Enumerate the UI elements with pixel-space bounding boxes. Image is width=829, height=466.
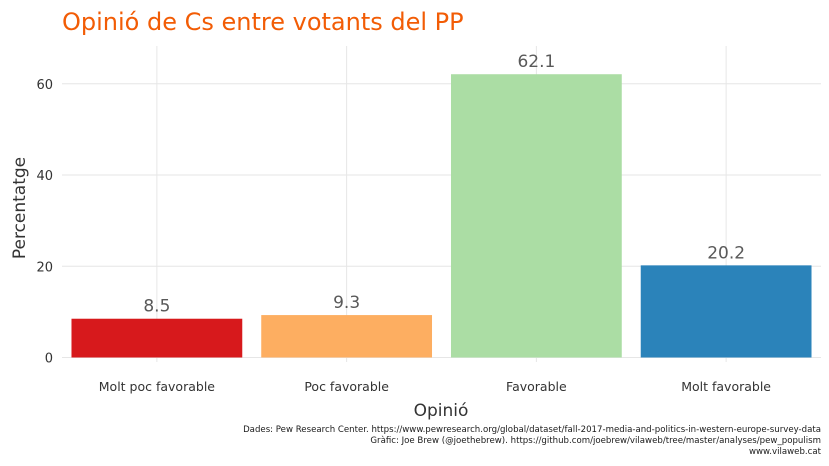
data-label: 20.2 xyxy=(707,243,745,263)
data-labels: 8.5 9.3 62.1 20.2 xyxy=(143,52,745,317)
y-tick-label: 40 xyxy=(36,169,53,184)
bar xyxy=(261,315,433,358)
x-tick-label: Molt poc favorable xyxy=(99,379,216,394)
data-label: 8.5 xyxy=(143,297,170,317)
bar xyxy=(71,318,243,358)
bar xyxy=(450,74,622,358)
data-label: 62.1 xyxy=(517,52,555,72)
bar xyxy=(640,265,812,358)
x-tick-label: Molt favorable xyxy=(681,379,771,394)
caption-source: Dades: Pew Research Center. https://www.… xyxy=(243,425,821,435)
y-axis-title: Percentatge xyxy=(10,157,30,259)
y-axis-ticks: 0 20 40 60 xyxy=(36,78,53,367)
x-tick-label: Favorable xyxy=(506,379,567,394)
caption-author: Gràfic: Joe Brew (@joethebrew). https://… xyxy=(370,436,821,446)
y-tick-label: 0 xyxy=(45,352,53,367)
x-tick-label: Poc favorable xyxy=(304,379,389,394)
data-label: 9.3 xyxy=(333,293,360,313)
caption-site: www.vilaweb.cat xyxy=(749,447,822,457)
y-tick-label: 20 xyxy=(36,260,53,275)
x-axis-title: Opinió xyxy=(414,401,469,421)
x-axis-ticks: Molt poc favorable Poc favorable Favorable… xyxy=(99,379,772,394)
chart-title: Opinió de Cs entre votants del PP xyxy=(62,8,464,36)
y-tick-label: 60 xyxy=(36,78,53,93)
bars xyxy=(71,74,812,358)
